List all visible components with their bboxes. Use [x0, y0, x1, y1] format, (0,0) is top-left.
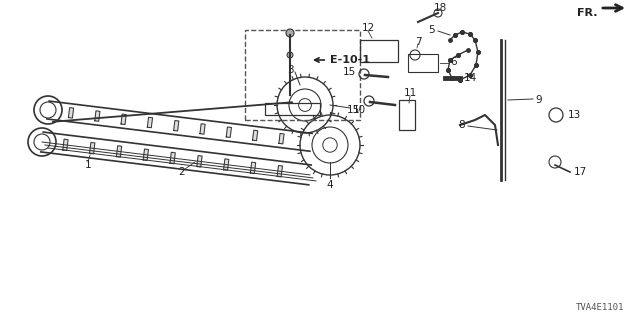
Text: E-10-1: E-10-1: [315, 55, 370, 65]
Polygon shape: [121, 114, 126, 124]
Polygon shape: [147, 117, 152, 128]
Text: 3: 3: [287, 65, 293, 75]
Polygon shape: [277, 165, 282, 177]
Text: 4: 4: [326, 180, 333, 190]
Text: 7: 7: [415, 37, 421, 47]
Polygon shape: [279, 133, 284, 144]
Text: 10: 10: [353, 105, 366, 115]
Text: 5: 5: [428, 25, 435, 35]
Text: TVA4E1101: TVA4E1101: [576, 303, 624, 312]
Polygon shape: [223, 159, 229, 170]
Text: 14: 14: [464, 73, 477, 83]
Polygon shape: [227, 127, 232, 137]
Polygon shape: [253, 130, 258, 141]
Text: 11: 11: [403, 88, 417, 98]
Polygon shape: [250, 162, 255, 174]
Circle shape: [286, 29, 294, 37]
Text: 18: 18: [433, 3, 447, 13]
Text: 6: 6: [450, 57, 456, 67]
Text: 8: 8: [458, 120, 465, 130]
Text: 17: 17: [574, 167, 588, 177]
Polygon shape: [63, 139, 68, 151]
Polygon shape: [200, 124, 205, 134]
Polygon shape: [143, 149, 148, 160]
Text: 2: 2: [179, 167, 186, 177]
Polygon shape: [68, 108, 74, 118]
Polygon shape: [196, 156, 202, 167]
Text: 13: 13: [568, 110, 581, 120]
Polygon shape: [173, 121, 179, 131]
Text: 1: 1: [84, 160, 92, 170]
Text: 12: 12: [362, 23, 374, 33]
Text: 15: 15: [347, 105, 360, 115]
Polygon shape: [116, 146, 122, 157]
Polygon shape: [90, 142, 95, 154]
Text: FR.: FR.: [577, 8, 598, 18]
Text: 15: 15: [343, 67, 356, 77]
Polygon shape: [170, 152, 175, 164]
Polygon shape: [95, 111, 100, 121]
Circle shape: [287, 52, 293, 58]
Text: 9: 9: [535, 95, 541, 105]
